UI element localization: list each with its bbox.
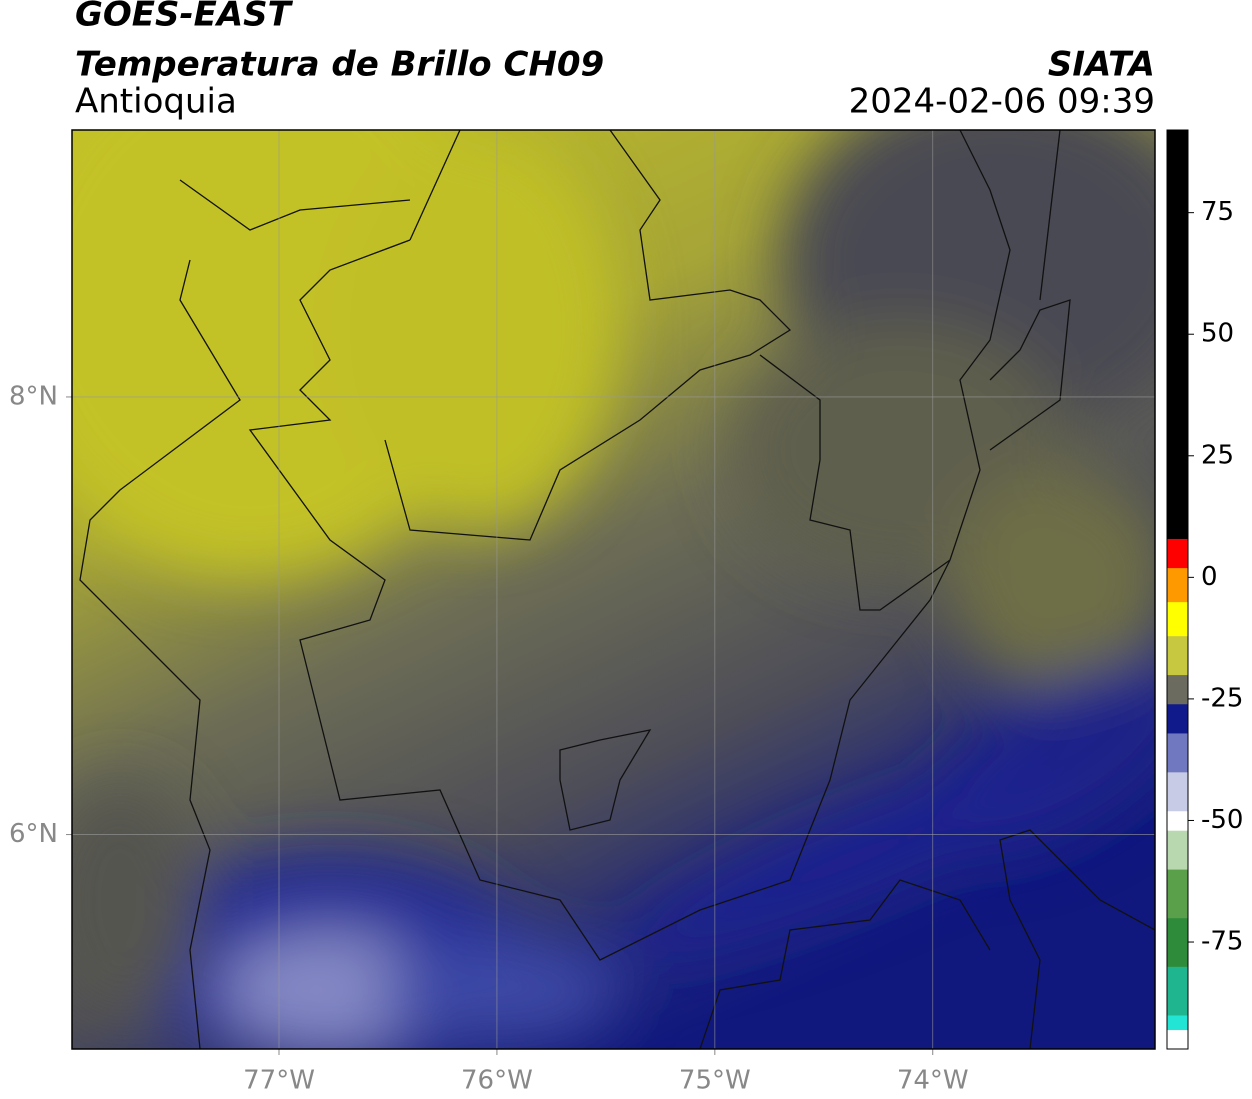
lat-tick-label: 6°N	[9, 819, 58, 849]
colorbar-segment	[1167, 869, 1188, 919]
map-image	[72, 130, 1155, 1049]
lat-tick-label: 8°N	[9, 381, 58, 411]
borders	[79, 130, 1155, 1049]
colorbar-frame	[1166, 129, 1189, 1050]
subtitle: Temperatura de Brillo CH09	[75, 45, 604, 85]
colorbar-segment	[1167, 830, 1188, 870]
source: SIATA	[1048, 45, 1155, 85]
colorbar-tick-label: 50	[1201, 319, 1234, 349]
colorbar-segment	[1167, 567, 1188, 603]
colorbar-tick-label: 75	[1201, 197, 1234, 227]
colorbar-segment	[1167, 1029, 1188, 1050]
region: Antioquia	[75, 82, 237, 122]
colorbar-segment	[1167, 966, 1188, 1016]
map-frame	[71, 129, 1156, 1050]
lon-tick-label: 74°W	[897, 1066, 969, 1096]
grid	[66, 130, 1155, 1055]
colorbar-segment	[1167, 771, 1188, 812]
colorbar-segment	[1167, 601, 1188, 637]
lon-tick-label: 77°W	[243, 1066, 315, 1096]
colorbar-tick-label: 25	[1201, 440, 1234, 470]
colorbar-segment	[1167, 130, 1188, 539]
title: GOES-EAST	[75, 0, 294, 35]
colorbar-segment	[1167, 732, 1188, 773]
lon-tick-label: 75°W	[679, 1066, 751, 1096]
colorbar-segment	[1167, 703, 1188, 734]
colorbar-segment	[1167, 1014, 1188, 1031]
colorbar-tick-label: -25	[1201, 683, 1243, 713]
colorbar-tick-label: 0	[1201, 562, 1218, 592]
colorbar-tick-label: -75	[1201, 927, 1243, 957]
lon-tick-label: 76°W	[461, 1066, 533, 1096]
colorbar-segment	[1167, 917, 1188, 967]
colorbar-segment	[1167, 674, 1188, 705]
colorbar-tick-label: -50	[1201, 805, 1243, 835]
colorbar-segment	[1167, 810, 1188, 831]
colorbar-segment	[1167, 635, 1188, 676]
colorbar-segment	[1167, 538, 1188, 569]
datetime: 2024-02-06 09:39	[849, 82, 1155, 122]
colorbar	[1167, 130, 1194, 1050]
